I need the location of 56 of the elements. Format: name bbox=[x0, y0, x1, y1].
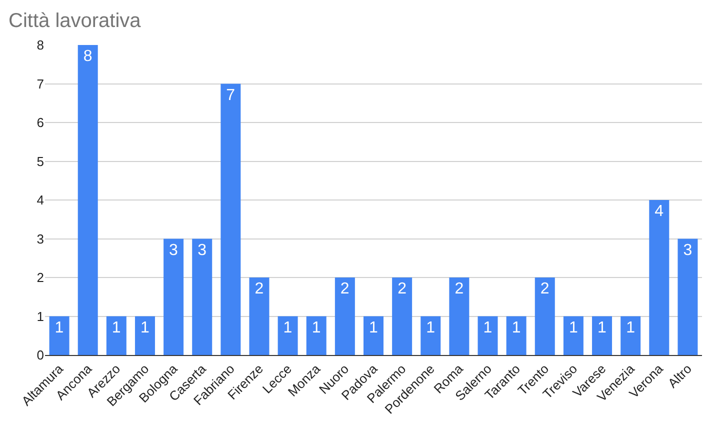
bar bbox=[563, 316, 584, 355]
data-label: 1 bbox=[568, 319, 578, 336]
bar bbox=[506, 316, 526, 355]
data-label: 1 bbox=[512, 319, 521, 336]
data-label: 7 bbox=[226, 86, 236, 104]
data-label: 1 bbox=[369, 319, 378, 336]
bar bbox=[134, 316, 155, 355]
bar bbox=[620, 316, 641, 355]
bar bbox=[478, 316, 498, 355]
bar bbox=[449, 278, 470, 355]
data-label: 1 bbox=[426, 319, 436, 336]
y-tick-label: 4 bbox=[36, 192, 44, 208]
data-label: 3 bbox=[198, 242, 207, 259]
bar bbox=[306, 316, 326, 355]
data-label: 1 bbox=[312, 319, 321, 336]
bar bbox=[334, 278, 355, 355]
data-label: 1 bbox=[54, 319, 64, 336]
bar bbox=[192, 238, 212, 355]
data-label: 1 bbox=[140, 319, 150, 336]
bar bbox=[164, 238, 184, 355]
data-label: 2 bbox=[540, 280, 550, 298]
y-tick-label: 6 bbox=[36, 115, 44, 130]
bar bbox=[78, 45, 98, 355]
y-tick-label: 2 bbox=[36, 270, 44, 286]
data-label: 3 bbox=[169, 242, 178, 259]
data-label: 1 bbox=[598, 319, 607, 336]
bar bbox=[49, 316, 70, 355]
data-label: 1 bbox=[483, 319, 492, 336]
data-label: 8 bbox=[83, 48, 92, 65]
bar bbox=[106, 316, 126, 355]
bar bbox=[534, 278, 555, 355]
bar bbox=[420, 316, 441, 355]
y-tick-label: 3 bbox=[36, 231, 44, 246]
bar bbox=[364, 316, 384, 355]
bar bbox=[678, 238, 698, 355]
data-label: 3 bbox=[683, 242, 692, 259]
y-tick-label: 8 bbox=[36, 38, 44, 53]
data-label: 2 bbox=[254, 280, 264, 298]
bar bbox=[649, 200, 670, 355]
chart-title: Città lavorativa bbox=[8, 10, 142, 32]
data-label: 2 bbox=[340, 280, 350, 298]
data-label: 4 bbox=[654, 203, 664, 220]
y-tick-label: 5 bbox=[36, 154, 44, 169]
y-tick-label: 0 bbox=[36, 348, 44, 363]
data-label: 1 bbox=[283, 319, 292, 336]
y-tick-label: 7 bbox=[36, 76, 44, 92]
y-tick-label: 1 bbox=[36, 308, 44, 324]
bar bbox=[592, 316, 612, 355]
bar bbox=[392, 278, 412, 355]
bar bbox=[278, 316, 298, 355]
data-label: 2 bbox=[454, 280, 464, 298]
bar bbox=[220, 84, 241, 355]
data-label: 1 bbox=[112, 319, 121, 336]
data-label: 2 bbox=[398, 280, 407, 298]
data-label: 1 bbox=[626, 319, 636, 336]
bar bbox=[249, 278, 270, 355]
